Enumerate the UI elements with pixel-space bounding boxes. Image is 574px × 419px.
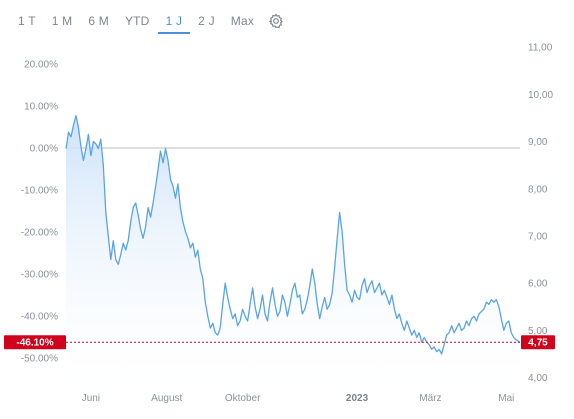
x-tick-label: Oktober — [225, 393, 261, 404]
range-tabs: 1 T 1 M 6 M YTD 1 J 2 J Max — [10, 9, 284, 34]
right-tick-label: 9,00 — [528, 137, 548, 148]
right-axis: 11,00 10,00 9,00 8,00 7,00 6,00 5,00 4,00 — [528, 43, 553, 385]
left-tick-label: -30.00% — [21, 270, 58, 281]
left-tick-label: -40.00% — [21, 312, 58, 323]
tab-1j[interactable]: 1 J — [157, 11, 191, 34]
x-tick-label: August — [151, 393, 182, 404]
price-line — [65, 114, 521, 355]
right-tick-label: 8,00 — [528, 184, 548, 195]
gear-icon[interactable] — [268, 13, 284, 29]
x-tick-label: Juni — [82, 393, 100, 404]
tab-ytd[interactable]: YTD — [124, 14, 150, 28]
price-area — [66, 115, 520, 380]
right-tick-label: 10,00 — [528, 90, 553, 101]
left-axis: 20.00% 10.00% 0.00% -10.00% -20.00% -30.00% -4… — [21, 59, 58, 364]
left-tick-label: 20.00% — [24, 59, 58, 70]
left-tick-label: -10.00% — [21, 186, 58, 197]
tab-2j[interactable]: 2 J — [198, 14, 215, 28]
right-tick-label: 11,00 — [528, 43, 553, 54]
x-tick-label: März — [419, 393, 441, 404]
left-tick-label: 10.00% — [24, 101, 58, 112]
left-tick-label: 0.00% — [30, 144, 58, 155]
left-tick-label: -50.00% — [21, 354, 58, 365]
right-tick-label: 5,00 — [528, 326, 548, 337]
right-tick-label: 6,00 — [528, 279, 548, 290]
x-axis: Juni August Oktober 2023 März Mai — [82, 393, 515, 404]
tab-1m[interactable]: 1 M — [51, 14, 73, 28]
x-tick-label: Mai — [498, 393, 514, 404]
current-price-label: 4,75 — [528, 338, 548, 349]
tab-6m[interactable]: 6 M — [88, 14, 109, 28]
right-tick-label: 4,00 — [528, 373, 548, 384]
current-price-badge: 4,75 — [521, 335, 555, 350]
x-tick-label: 2023 — [346, 393, 369, 404]
current-percent-badge: -46.10% — [4, 335, 66, 350]
tab-max[interactable]: Max — [230, 14, 255, 28]
tab-1t[interactable]: 1 T — [18, 14, 36, 28]
current-percent-label: -46.10% — [16, 338, 53, 349]
right-tick-label: 7,00 — [528, 231, 548, 242]
left-tick-label: -20.00% — [21, 228, 58, 239]
